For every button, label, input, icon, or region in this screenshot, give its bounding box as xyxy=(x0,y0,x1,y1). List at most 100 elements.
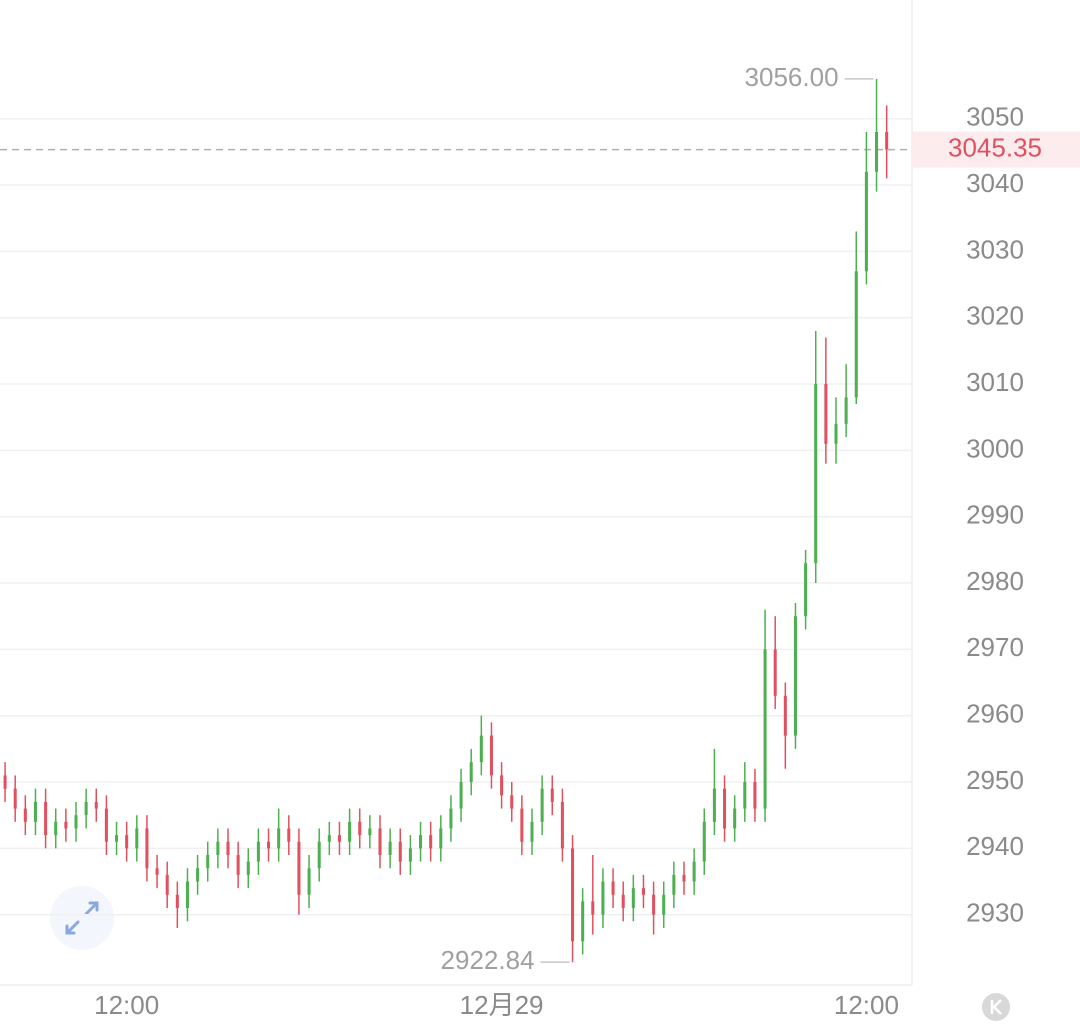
candle-body xyxy=(814,384,818,564)
candle-body xyxy=(723,788,727,829)
candle-body xyxy=(125,835,129,849)
candle-body xyxy=(560,801,564,849)
candle-body xyxy=(317,841,321,869)
candle-body xyxy=(368,828,372,836)
candle-body xyxy=(449,808,453,829)
candle-body xyxy=(875,131,879,172)
candle-body xyxy=(793,616,797,736)
candle-body xyxy=(33,801,37,822)
y-tick-label: 2950 xyxy=(966,765,1024,795)
y-tick-label: 3050 xyxy=(966,102,1024,132)
candle-body xyxy=(763,649,767,809)
y-tick-label: 2930 xyxy=(966,898,1024,928)
last-price-label: 3045.35 xyxy=(948,132,1042,162)
candle-body xyxy=(94,801,98,809)
candle-body xyxy=(571,848,575,942)
candle-body xyxy=(702,821,706,862)
candle-body xyxy=(175,894,179,909)
y-tick-label: 2960 xyxy=(966,699,1024,729)
expand-button-bg[interactable] xyxy=(50,886,114,950)
candle-body xyxy=(267,841,271,849)
candle-body xyxy=(500,775,504,796)
candle-body xyxy=(358,821,362,836)
y-tick-label: 3040 xyxy=(966,168,1024,198)
candle-body xyxy=(854,271,858,398)
candle-body xyxy=(459,782,463,809)
candle-body xyxy=(74,815,78,829)
candle-body xyxy=(216,841,220,855)
candle-body xyxy=(672,874,676,895)
candle-body xyxy=(115,835,119,842)
candle-body xyxy=(185,881,189,909)
y-tick-label: 3020 xyxy=(966,301,1024,331)
candle-body xyxy=(652,894,656,915)
candle-body xyxy=(54,821,58,836)
candle-body xyxy=(834,423,838,444)
candle-body xyxy=(621,894,625,909)
candle-body xyxy=(206,854,210,869)
candle-body xyxy=(226,841,230,855)
candle-body xyxy=(398,841,402,862)
candle-body xyxy=(104,808,108,842)
candle-body xyxy=(753,782,757,809)
candle-body xyxy=(327,835,331,842)
candle-body xyxy=(236,854,240,875)
candle-body xyxy=(44,801,48,836)
y-tick-label: 2970 xyxy=(966,632,1024,662)
candle-body xyxy=(550,788,554,802)
candle-body xyxy=(773,649,777,696)
candle-body xyxy=(692,861,696,882)
candle-body xyxy=(84,801,88,816)
candle-body xyxy=(196,868,200,882)
candle-body xyxy=(23,808,27,822)
y-tick-label: 2990 xyxy=(966,500,1024,530)
k-button[interactable] xyxy=(982,993,1010,1021)
candle-body xyxy=(489,735,493,776)
expand-button[interactable] xyxy=(50,886,114,950)
expand-icon[interactable] xyxy=(65,901,99,935)
x-tick-label: 12月29 xyxy=(460,990,544,1020)
candle-body xyxy=(662,894,666,915)
candle-body xyxy=(429,835,433,849)
candle-body xyxy=(3,775,7,789)
candle-body xyxy=(378,828,382,855)
candle-body xyxy=(287,828,291,842)
candle-body xyxy=(64,821,68,829)
candle-body xyxy=(520,808,524,842)
candle-body xyxy=(277,828,281,849)
last-price-box xyxy=(912,131,1080,168)
k-button-bg[interactable] xyxy=(982,993,1010,1021)
candle-body xyxy=(348,821,352,842)
candle-body xyxy=(743,782,747,809)
y-tick-label: 3000 xyxy=(966,433,1024,463)
candle-body xyxy=(256,841,260,862)
candle-body xyxy=(864,171,868,272)
candle-body xyxy=(824,384,828,444)
candle-body xyxy=(733,808,737,829)
candle-body xyxy=(611,881,615,895)
candle-body xyxy=(530,821,534,842)
candle-body xyxy=(712,788,716,822)
candle-body xyxy=(510,795,514,809)
candle-body xyxy=(581,901,585,942)
candle-body xyxy=(439,828,443,849)
y-tick-label: 2940 xyxy=(966,831,1024,861)
candle-body xyxy=(337,835,341,842)
candle-body xyxy=(419,835,423,849)
candle-body xyxy=(145,828,149,869)
candle-body xyxy=(408,848,412,862)
candle-body xyxy=(165,874,169,895)
candle-body xyxy=(682,874,686,882)
candle-body xyxy=(135,828,139,849)
candle-body xyxy=(804,563,808,617)
candle-body xyxy=(155,868,159,875)
candle-body xyxy=(540,788,544,822)
y-tick-label: 2980 xyxy=(966,566,1024,596)
k-icon[interactable] xyxy=(990,999,1002,1015)
candle-body xyxy=(783,695,787,736)
x-tick-label: 12:00 xyxy=(834,990,899,1020)
candle-body xyxy=(591,901,595,915)
candle-body xyxy=(297,841,301,895)
